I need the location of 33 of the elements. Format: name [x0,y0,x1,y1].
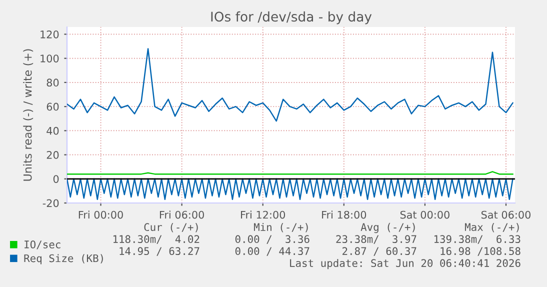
y-tick-label: 0 [53,175,59,183]
legend-label: IO/sec [24,240,60,250]
text: 23.38m/ 3.97 [336,235,416,244]
y-tick-label: 100 [40,54,59,62]
text: Max (-/+) [464,223,519,232]
x-tick-label: Fri 00:00 [78,210,123,219]
x-tick-label: Sat 06:00 [481,210,531,219]
y-axis-title: Units read (-) / write (+) [23,49,34,181]
legend-label: Req Size (KB) [24,254,103,264]
y-tick-label: 60 [46,102,59,111]
text: Last update: Sat Jun 20 06:40:41 2026 [290,258,520,270]
text: 2.87 / 60.37 [342,247,416,256]
text: Cur (-/+) [144,223,198,232]
x-tick-label: Fri 06:00 [160,210,204,219]
x-tick-label: Fri 12:00 [241,210,286,219]
text: Avg (-/+) [360,222,415,234]
text: 139.38m/ 6.33 [434,235,520,244]
text: 0.00 / 44.37 [235,247,310,256]
x-tick-label: Sat 00:00 [400,210,450,219]
text: 16.98 /108.58 [440,247,520,256]
text: 118.30m/ 4.02 [113,235,200,244]
line-series [67,48,514,122]
x-tick-label: Fri 18:00 [322,210,366,219]
line-series [67,178,514,200]
text: 0.00 / 3.36 [235,235,310,244]
y-tick-label: -20 [42,199,59,208]
text: Min (-/+) [254,222,308,232]
y-tick-label: 120 [40,30,59,38]
y-tick-label: 20 [46,151,59,159]
chart-title: IOs for /dev/sda - by day [211,11,372,24]
y-tick-label: 40 [46,126,59,135]
text: 14.95 / 63.27 [120,247,200,256]
y-tick-label: 80 [46,78,59,87]
